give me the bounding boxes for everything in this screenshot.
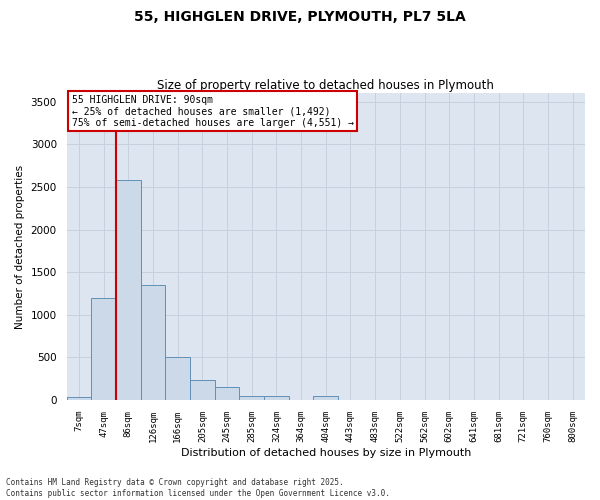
Bar [67,398,91,400]
Bar [264,396,289,400]
Bar [165,358,190,400]
Title: Size of property relative to detached houses in Plymouth: Size of property relative to detached ho… [157,79,494,92]
X-axis label: Distribution of detached houses by size in Plymouth: Distribution of detached houses by size … [181,448,471,458]
Text: Contains HM Land Registry data © Crown copyright and database right 2025.
Contai: Contains HM Land Registry data © Crown c… [6,478,390,498]
Y-axis label: Number of detached properties: Number of detached properties [15,164,25,328]
Bar [239,396,264,400]
Bar [215,387,239,400]
Text: 55 HIGHGLEN DRIVE: 90sqm
← 25% of detached houses are smaller (1,492)
75% of sem: 55 HIGHGLEN DRIVE: 90sqm ← 25% of detach… [72,94,354,128]
Bar [190,380,215,400]
Text: 55, HIGHGLEN DRIVE, PLYMOUTH, PL7 5LA: 55, HIGHGLEN DRIVE, PLYMOUTH, PL7 5LA [134,10,466,24]
Bar [140,285,165,400]
Bar [116,180,140,400]
Bar [313,396,338,400]
Bar [91,298,116,400]
